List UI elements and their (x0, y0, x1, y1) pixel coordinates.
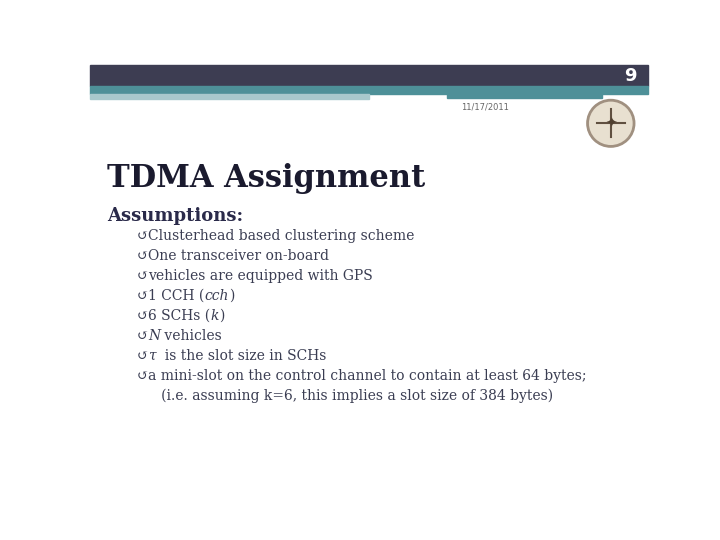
Bar (90, 65, 648, 86)
Text: 9: 9 (624, 66, 636, 85)
Text: Assumptions:: Assumptions: (107, 207, 243, 225)
Text: is the slot size in SCHs: is the slot size in SCHs (156, 349, 326, 363)
Text: ↺: ↺ (137, 349, 148, 363)
Text: ↺: ↺ (137, 369, 148, 383)
Text: One transceiver on-board: One transceiver on-board (148, 249, 329, 263)
Text: ↺: ↺ (137, 309, 148, 323)
Text: N: N (148, 329, 161, 343)
Text: ↺: ↺ (137, 249, 148, 263)
Text: ↺: ↺ (137, 329, 148, 343)
Text: a mini-slot on the control channel to contain at least 64 bytes;: a mini-slot on the control channel to co… (148, 369, 587, 383)
Text: ↺: ↺ (137, 229, 148, 243)
Text: 1 CCH (: 1 CCH ( (148, 289, 204, 303)
Text: ↺: ↺ (137, 269, 148, 283)
Text: τ: τ (148, 349, 156, 363)
Bar (446, 94, 601, 98)
Text: ↺: ↺ (137, 289, 148, 303)
Text: ✦: ✦ (605, 116, 616, 130)
Circle shape (588, 100, 634, 146)
Text: 11/17/2011: 11/17/2011 (462, 103, 509, 112)
Text: Clusterhead based clustering scheme: Clusterhead based clustering scheme (148, 229, 415, 243)
Text: k: k (210, 309, 219, 323)
Text: vehicles: vehicles (161, 329, 222, 343)
Text: vehicles are equipped with GPS: vehicles are equipped with GPS (148, 269, 373, 283)
Text: (i.e. assuming k=6, this implies a slot size of 384 bytes): (i.e. assuming k=6, this implies a slot … (148, 389, 553, 403)
Text: cch: cch (204, 289, 229, 303)
Bar (90, 94, 369, 99)
Text: ): ) (229, 289, 234, 303)
Bar (90, 86, 648, 94)
Text: TDMA Assignment: TDMA Assignment (107, 163, 426, 194)
Text: 6 SCHs (: 6 SCHs ( (148, 309, 210, 323)
Text: ): ) (219, 309, 224, 323)
